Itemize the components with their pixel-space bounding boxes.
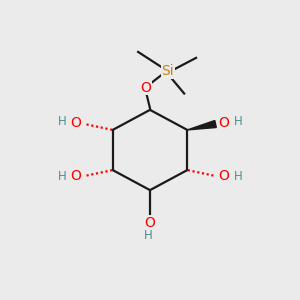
Text: H: H xyxy=(58,116,66,128)
Text: H: H xyxy=(234,116,242,128)
Text: O: O xyxy=(218,116,229,130)
Text: O: O xyxy=(71,169,82,183)
Polygon shape xyxy=(187,121,216,130)
Text: H: H xyxy=(58,169,66,182)
Text: Si: Si xyxy=(161,64,174,78)
Text: O: O xyxy=(71,116,82,130)
Text: O: O xyxy=(140,81,151,94)
Text: O: O xyxy=(218,169,229,183)
Text: H: H xyxy=(144,229,153,242)
Text: H: H xyxy=(234,169,242,182)
Text: O: O xyxy=(145,216,155,230)
